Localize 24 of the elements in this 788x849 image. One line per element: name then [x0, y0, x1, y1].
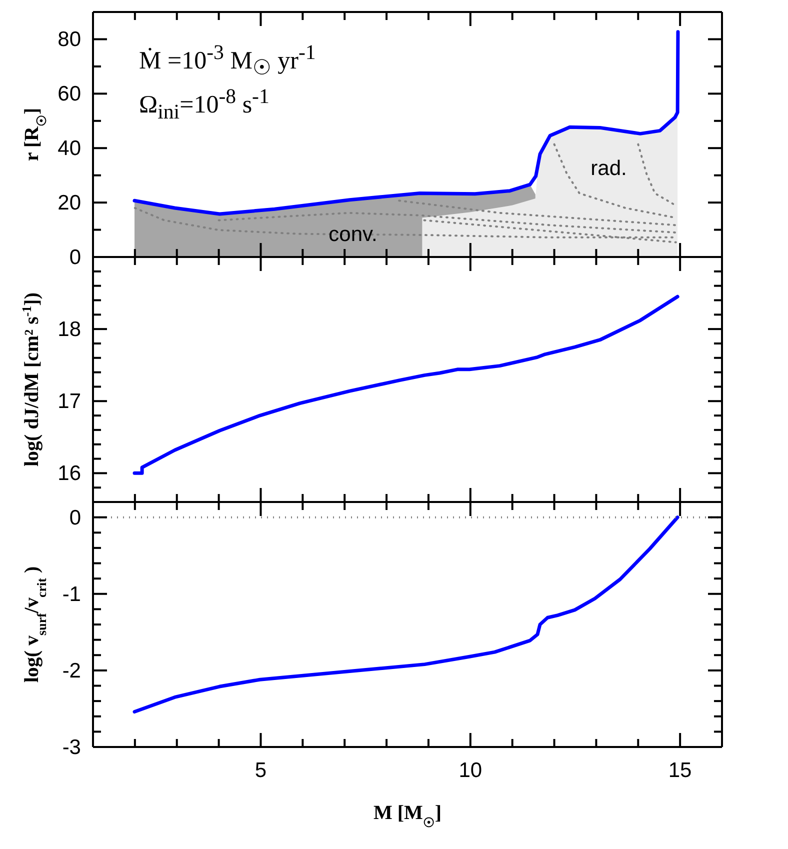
line-series	[132, 30, 680, 216]
y-tick-label: -1	[62, 582, 81, 606]
y-tick-label: 20	[58, 192, 81, 215]
annotation: Ṁ =10$^{-3}$ M$_{☉}$ yr$^{-1}$	[139, 40, 316, 80]
x-tick-label: 10	[458, 759, 482, 782]
x-tick-label: 5	[254, 759, 267, 782]
y-tick-label: 80	[58, 28, 81, 52]
line-series	[637, 143, 677, 207]
y-tick-label: -2	[62, 659, 81, 682]
y-tick-label: 60	[58, 82, 81, 106]
y-tick-label: 16	[58, 462, 81, 486]
y-tick-label: 17	[58, 390, 81, 414]
line-series	[132, 294, 680, 475]
line-series	[132, 516, 680, 714]
x-axis-title: M [M$_{☉}$]	[373, 802, 442, 830]
annotation: Ω$_{ini}$=10$^{-8}$ s$^{-1}$	[139, 84, 270, 124]
y-tick-label: 0	[69, 506, 81, 530]
y-tick-label: 40	[58, 137, 81, 160]
x-tick-label: 15	[668, 759, 692, 782]
annotation: rad.	[590, 156, 627, 181]
annotation: conv.	[328, 223, 378, 248]
y-tick-label: 0	[69, 246, 81, 269]
y-tick-label: 18	[58, 318, 81, 342]
y-tick-label: -3	[62, 736, 81, 759]
